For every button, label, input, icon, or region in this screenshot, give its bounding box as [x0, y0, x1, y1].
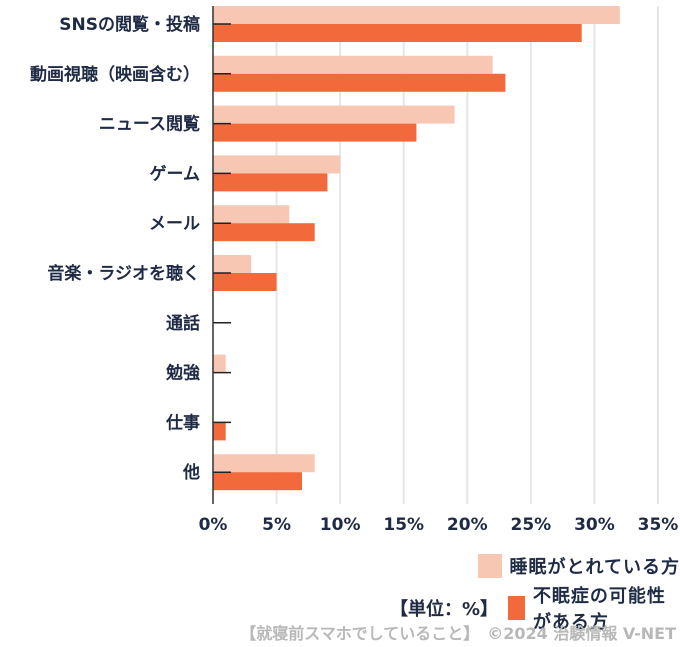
bar-series-1-1 [213, 55, 493, 74]
category-label: メール [149, 214, 200, 234]
bar-series-2-3 [213, 173, 328, 192]
x-tick-label: 35% [638, 515, 679, 535]
category-label: 仕事 [165, 412, 200, 433]
category-label: 勉強 [165, 363, 200, 384]
category-label: 通話 [166, 313, 200, 334]
bar-series-1-7 [213, 354, 226, 373]
bar-series-2-5 [213, 273, 277, 291]
bar-series-2-9 [213, 472, 302, 491]
bar-series-1-2 [213, 105, 455, 124]
bar-series-2-8 [213, 422, 226, 441]
x-tick-label: 25% [511, 515, 552, 535]
category-label: ゲーム [150, 163, 201, 184]
x-tick-label: 0% [199, 515, 228, 535]
x-tick-label: 15% [383, 515, 424, 535]
footer-note: 【就寝前スマホでしていること】 ©2024 治験情報 V-NET [240, 624, 676, 643]
bar-series-2-2 [213, 123, 417, 142]
bar-series-2-4 [213, 223, 315, 242]
category-label: ニュース閲覧 [99, 114, 200, 135]
bar-series-1-3 [213, 155, 341, 174]
legend: 睡眠がとれている方 【単位：%】 不眠症の可能性がある方 [390, 545, 680, 633]
x-tick-label: 10% [320, 515, 361, 535]
x-tick-label: 5% [262, 515, 291, 535]
category-label: SNSの閲覧・投稿 [59, 14, 200, 35]
legend-item-series-2: 【単位：%】 不眠症の可能性がある方 [390, 586, 680, 633]
category-label: 動画視聴（映画含む） [30, 64, 200, 85]
unit-label: 【単位：%】 [390, 599, 499, 620]
bars [213, 6, 620, 491]
x-tick-label: 20% [447, 515, 488, 535]
bar-series-1-0 [213, 6, 620, 24]
x-tick-label: 30% [574, 515, 615, 535]
bar-series-2-0 [213, 24, 582, 42]
bar-series-1-4 [213, 205, 290, 224]
legend-item-series-1: 睡眠がとれている方 [390, 545, 680, 587]
x-tick-labels: 0% 5% 10% 15% 20% 25% 30% 35% [199, 515, 679, 535]
legend-swatch-series-1 [477, 554, 502, 578]
legend-swatch-series-2 [508, 596, 525, 620]
category-label: 音楽・ラジオを聴く [47, 263, 200, 284]
legend-label-series-1: 睡眠がとれている方 [509, 557, 680, 578]
category-label: 他 [182, 462, 200, 483]
bar-series-2-1 [213, 73, 506, 92]
bar-series-1-5 [213, 255, 252, 273]
bar-series-1-9 [213, 454, 315, 473]
legend-label-series-2: 不眠症の可能性がある方 [532, 586, 666, 633]
axes [212, 6, 231, 504]
